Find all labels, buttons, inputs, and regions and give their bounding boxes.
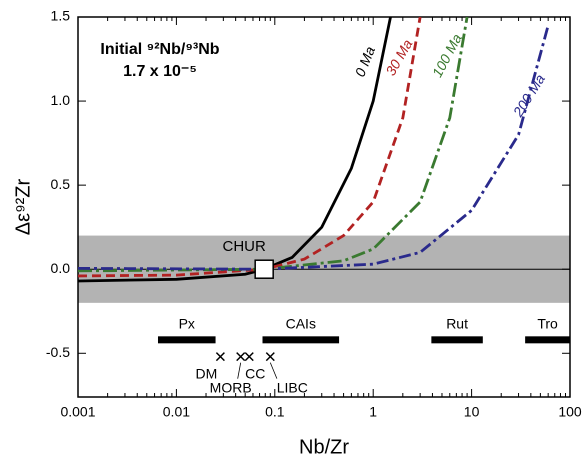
cross-marker: [236, 352, 246, 362]
x-tick-label: 0.001: [60, 404, 95, 420]
point-label: DM: [196, 365, 218, 381]
range-bar: [431, 336, 483, 344]
line: [78, 17, 392, 283]
series-label: 100 Ma: [429, 31, 465, 80]
x-tick-label: 1: [369, 404, 377, 420]
annotation: Initial ⁹²Nb/⁹³Nb: [100, 41, 219, 58]
y-tick-label: 1.5: [51, 8, 71, 24]
range-bar: [525, 336, 570, 344]
x-tick-label: 10: [464, 404, 480, 420]
y-tick-label: 0.0: [51, 260, 71, 276]
reference-label: CHUR: [223, 238, 266, 255]
x-tick-label: 0.1: [265, 404, 285, 420]
range-label: Px: [179, 316, 195, 332]
line: [78, 25, 550, 271]
series-label: 200 Ma: [509, 71, 548, 120]
range-bar: [262, 336, 340, 344]
range-label: Tro: [537, 316, 558, 332]
reference-marker: [254, 259, 274, 279]
x-tick-label: 0.01: [163, 404, 190, 420]
plot-frame: [77, 16, 571, 398]
series-label: 0 Ma: [352, 44, 379, 79]
leader-line: [237, 362, 242, 379]
x-tick-label: 100: [558, 404, 582, 420]
y-tick-label: 0.5: [51, 176, 71, 192]
annotation: 1.7 x 10⁻⁵: [123, 63, 197, 80]
x-axis-label: Nb/Zr: [299, 436, 349, 458]
point-label: LIBC: [277, 379, 308, 395]
y-tick-label: -0.5: [46, 344, 70, 360]
cross-marker: [265, 352, 275, 362]
leader-line: [269, 362, 278, 379]
y-tick-label: 1.0: [51, 92, 71, 108]
point-label: MORB: [210, 379, 252, 395]
range-label: CAIs: [286, 316, 316, 332]
range-bar: [157, 336, 216, 344]
y-axis-label: Δε⁹²Zr: [12, 178, 34, 235]
line: [78, 17, 422, 278]
cross-marker: [215, 352, 225, 362]
range-label: Rut: [446, 316, 468, 332]
point-label: CC: [245, 365, 265, 381]
cross-marker: [244, 352, 254, 362]
